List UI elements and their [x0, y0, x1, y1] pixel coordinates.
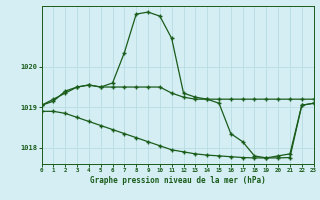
X-axis label: Graphe pression niveau de la mer (hPa): Graphe pression niveau de la mer (hPa) — [90, 176, 266, 185]
